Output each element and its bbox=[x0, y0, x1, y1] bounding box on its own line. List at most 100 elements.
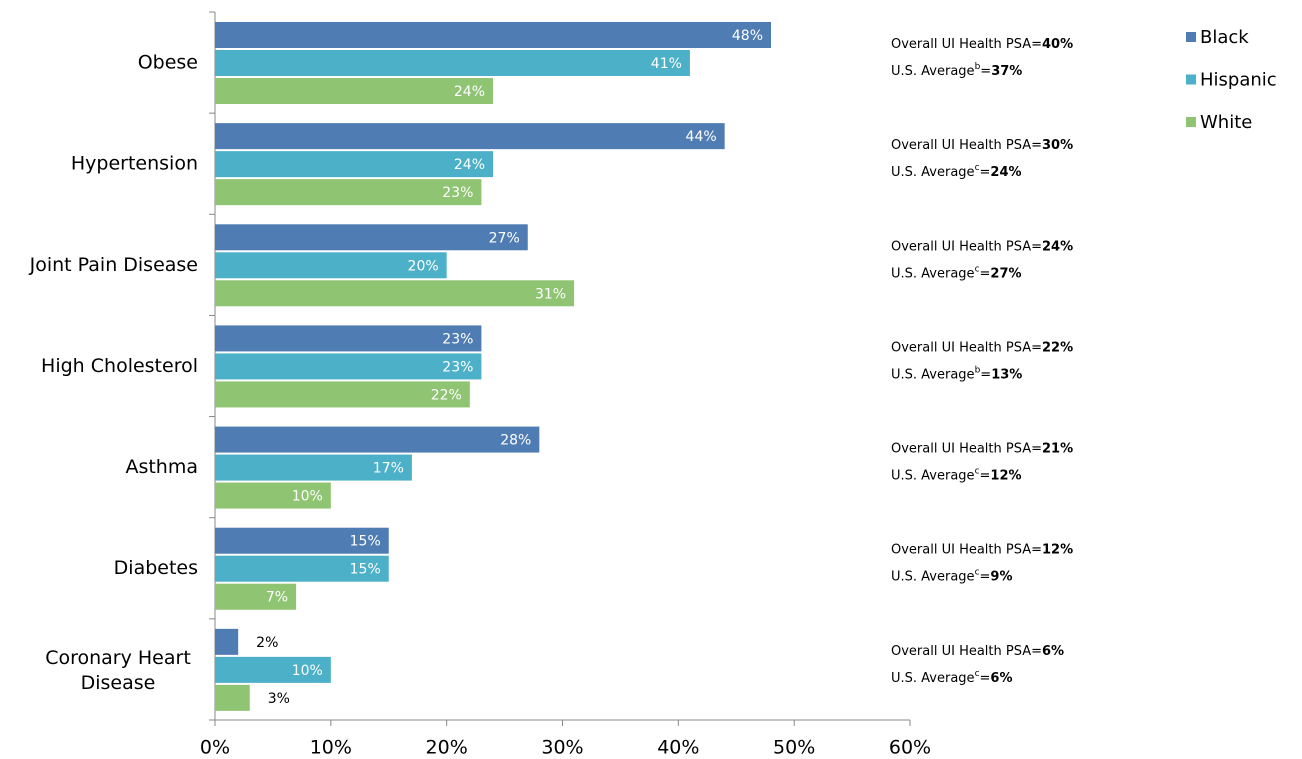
category-label: Diabetes bbox=[114, 557, 198, 579]
annotation-us-label: U.S. Average bbox=[891, 64, 975, 79]
annotation-equals: = bbox=[980, 670, 991, 685]
bar bbox=[215, 684, 250, 711]
bar bbox=[215, 78, 493, 104]
value-label: 17% bbox=[373, 461, 404, 477]
annotation-psa-value: 12% bbox=[1042, 542, 1073, 557]
annotation-note: c bbox=[975, 466, 980, 476]
value-label: 27% bbox=[489, 230, 520, 246]
value-label: 41% bbox=[651, 56, 682, 72]
annotation-psa: Overall UI Health PSA=24% bbox=[891, 239, 1073, 254]
legend-swatch bbox=[1186, 117, 1196, 127]
annotation-equals: = bbox=[980, 64, 991, 79]
annotation-us: U.S. Averagec=6% bbox=[891, 668, 1013, 685]
annotation-note: b bbox=[975, 62, 981, 72]
annotation-psa-label: Overall UI Health PSA= bbox=[891, 340, 1042, 355]
annotation-psa: Overall UI Health PSA=22% bbox=[891, 340, 1073, 355]
annotation-us-value: 27% bbox=[990, 266, 1021, 281]
bar bbox=[215, 22, 771, 48]
x-tick-label: 50% bbox=[773, 737, 815, 759]
category-label: Hypertension bbox=[71, 153, 198, 175]
annotation-note: b bbox=[975, 365, 981, 375]
bar bbox=[215, 454, 412, 481]
bar bbox=[215, 381, 470, 408]
annotation-us: U.S. Averagec=24% bbox=[891, 163, 1022, 180]
value-label: 44% bbox=[686, 129, 717, 145]
annotation-equals: = bbox=[980, 165, 991, 180]
value-label: 10% bbox=[292, 663, 323, 679]
legend-label: White bbox=[1200, 112, 1252, 133]
annotation-psa: Overall UI Health PSA=40% bbox=[891, 37, 1073, 52]
category-label: Coronary Heart Disease bbox=[45, 646, 191, 693]
annotation-us-value: 24% bbox=[990, 165, 1021, 180]
annotation-us-label: U.S. Average bbox=[891, 367, 975, 382]
category-label: Joint Pain Disease bbox=[29, 254, 198, 276]
annotation-us: U.S. Averageb=37% bbox=[891, 62, 1022, 79]
annotation-us: U.S. Averagec=9% bbox=[891, 567, 1013, 584]
value-label: 3% bbox=[268, 691, 290, 707]
annotation-psa-value: 24% bbox=[1042, 239, 1073, 254]
annotation-equals: = bbox=[980, 569, 991, 584]
bar bbox=[215, 353, 482, 380]
bar bbox=[215, 482, 331, 509]
bar bbox=[215, 325, 482, 352]
annotation-psa-label: Overall UI Health PSA= bbox=[891, 542, 1042, 557]
annotation-us-value: 37% bbox=[991, 64, 1022, 79]
annotation-psa: Overall UI Health PSA=30% bbox=[891, 138, 1073, 153]
value-label: 2% bbox=[256, 635, 278, 651]
bar bbox=[215, 179, 482, 206]
legend-label: Hispanic bbox=[1200, 70, 1277, 91]
value-label: 23% bbox=[442, 185, 473, 201]
annotation-psa: Overall UI Health PSA=12% bbox=[891, 542, 1073, 557]
bar bbox=[215, 656, 331, 683]
annotation-us-label: U.S. Average bbox=[891, 569, 975, 584]
annotation-us-label: U.S. Average bbox=[891, 266, 975, 281]
value-label: 24% bbox=[454, 157, 485, 173]
x-tick-label: 30% bbox=[541, 737, 583, 759]
annotation-psa-label: Overall UI Health PSA= bbox=[891, 37, 1042, 52]
value-label: 20% bbox=[408, 258, 439, 274]
annotation-equals: = bbox=[980, 367, 991, 382]
bar bbox=[215, 123, 725, 150]
bar bbox=[215, 555, 389, 582]
annotation-note: c bbox=[975, 264, 980, 274]
value-label: 28% bbox=[500, 433, 531, 449]
bar bbox=[215, 426, 540, 453]
value-label: 7% bbox=[266, 590, 288, 606]
annotation-equals: = bbox=[980, 468, 991, 483]
category-label: Obese bbox=[138, 52, 198, 74]
category-label: High Cholesterol bbox=[41, 355, 198, 377]
annotation-us-value: 6% bbox=[990, 670, 1012, 685]
annotation-us-label: U.S. Average bbox=[891, 670, 975, 685]
x-tick-label: 20% bbox=[426, 737, 468, 759]
value-label: 22% bbox=[431, 387, 462, 403]
x-tick-label: 10% bbox=[310, 737, 352, 759]
bar bbox=[215, 224, 528, 251]
annotation-note: c bbox=[975, 668, 980, 678]
annotation-note: c bbox=[975, 567, 980, 577]
legend-swatch bbox=[1186, 32, 1196, 42]
annotation-us-value: 9% bbox=[990, 569, 1012, 584]
annotation-psa: Overall UI Health PSA=6% bbox=[891, 643, 1064, 658]
legend-swatch bbox=[1186, 74, 1196, 85]
value-label: 15% bbox=[350, 534, 381, 550]
value-label: 48% bbox=[732, 28, 763, 44]
x-tick-label: 40% bbox=[657, 737, 699, 759]
bar bbox=[215, 252, 447, 279]
annotation-us-label: U.S. Average bbox=[891, 165, 975, 180]
annotation-us-value: 13% bbox=[991, 367, 1022, 382]
value-label: 31% bbox=[535, 286, 566, 302]
annotation-us: U.S. Averagec=27% bbox=[891, 264, 1022, 281]
annotation-psa-value: 40% bbox=[1042, 37, 1073, 52]
value-label: 23% bbox=[442, 331, 473, 347]
value-label: 23% bbox=[442, 359, 473, 375]
bar bbox=[215, 280, 575, 307]
annotation-us-label: U.S. Average bbox=[891, 468, 975, 483]
bar bbox=[215, 50, 690, 76]
annotation-psa-label: Overall UI Health PSA= bbox=[891, 138, 1042, 153]
annotation-psa: Overall UI Health PSA=21% bbox=[891, 441, 1073, 456]
annotation-psa-value: 21% bbox=[1042, 441, 1073, 456]
annotation-us-value: 12% bbox=[990, 468, 1021, 483]
annotation-psa-value: 6% bbox=[1042, 643, 1064, 658]
annotation-psa-label: Overall UI Health PSA= bbox=[891, 441, 1042, 456]
